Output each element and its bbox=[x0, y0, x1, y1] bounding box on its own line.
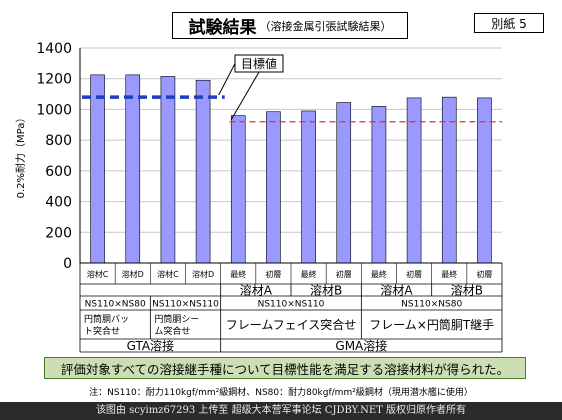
y-tick-label: 1400 bbox=[36, 41, 72, 57]
bar bbox=[195, 79, 211, 264]
bar bbox=[477, 97, 492, 264]
bar bbox=[125, 74, 141, 264]
table-cell-r4: 円筒胴バッ bbox=[84, 313, 129, 325]
appendix-label: 別紙 5 bbox=[474, 13, 544, 33]
table-cell-r5: GTA溶接 bbox=[127, 338, 174, 353]
table-cell-r3: NS110×NS80 bbox=[85, 299, 146, 309]
table-cell-r2: 溶材A bbox=[240, 283, 273, 298]
table-cell-r1: 溶材C bbox=[157, 269, 179, 279]
y-tick-label: 0 bbox=[63, 256, 72, 272]
y-tick-label: 800 bbox=[45, 133, 72, 149]
table-cell-r1: 最終 bbox=[371, 269, 387, 279]
table-cell-r1: 溶材D bbox=[122, 269, 144, 279]
table-cell-r2: 溶材B bbox=[451, 283, 483, 298]
page-title-box: 試験結果 （溶接金属引張試験結果） bbox=[172, 12, 408, 39]
table-cell-r1: 初層 bbox=[265, 269, 281, 279]
y-axis-label: 0.2%耐力（MPa） bbox=[14, 113, 27, 199]
table-cell-r4: ト突合せ bbox=[84, 325, 120, 337]
bar bbox=[230, 115, 246, 264]
y-tick-label: 200 bbox=[45, 225, 72, 241]
watermark: 该图由 scyimz67293 上传至 超级大本营军事论坛 CJDBY.NET … bbox=[0, 402, 562, 420]
bar bbox=[301, 110, 316, 264]
bar bbox=[266, 111, 281, 264]
table-cell-r4: フレーム×円筒胴T継手 bbox=[369, 317, 494, 332]
table-cell-r2: 溶材B bbox=[310, 283, 342, 298]
conclusion-note: 評価対象すべての溶接継手種について目標性能を満足する溶接材料が得られた。 bbox=[44, 357, 526, 379]
bar bbox=[336, 102, 352, 264]
table-cell-r1: 初層 bbox=[336, 269, 352, 279]
table-cell-r4: フレームフェイス突合せ bbox=[226, 317, 357, 332]
bar bbox=[406, 97, 422, 264]
y-tick-label: 400 bbox=[45, 195, 72, 211]
table-cell-r4: 円筒胴シー bbox=[154, 313, 199, 325]
footnote: 注：NS110：耐力110kgf/mm²級鋼材、NS80：耐力80kgf/mm²… bbox=[89, 388, 473, 398]
table-cell-r1: 最終 bbox=[230, 269, 246, 279]
table-cell-r1: 初層 bbox=[476, 269, 492, 279]
table-cell-r1: 最終 bbox=[301, 269, 317, 279]
table-cell-r4: ム突合せ bbox=[154, 325, 190, 337]
table-cell-r3: NS110×NS110 bbox=[258, 299, 325, 309]
bar bbox=[371, 106, 387, 264]
table-cell-r3: NS110×NS80 bbox=[401, 299, 462, 309]
bar bbox=[160, 76, 176, 264]
y-tick-label: 1200 bbox=[36, 72, 72, 88]
callout-arrow-gta bbox=[218, 63, 236, 96]
y-tick-label: 1000 bbox=[36, 102, 72, 118]
table-cell-r1: 溶材D bbox=[192, 269, 214, 279]
target-callout-label: 目標値 bbox=[241, 56, 277, 71]
table-cell-r1: 最終 bbox=[441, 269, 457, 279]
table-cell-r1: 初層 bbox=[406, 269, 422, 279]
page-subtitle: （溶接金属引張試験結果） bbox=[259, 19, 392, 33]
callout-arrow-gma bbox=[230, 71, 260, 120]
table-cell-r5: GMA溶接 bbox=[335, 338, 387, 353]
table-cell-r1: 溶材C bbox=[87, 269, 109, 279]
page-title: 試験結果 bbox=[188, 18, 257, 38]
bar bbox=[90, 74, 105, 264]
y-tick-label: 600 bbox=[45, 164, 72, 180]
table-cell-r2: 溶材A bbox=[380, 283, 413, 298]
table-cell-r3: NS110×NS110 bbox=[152, 299, 219, 309]
